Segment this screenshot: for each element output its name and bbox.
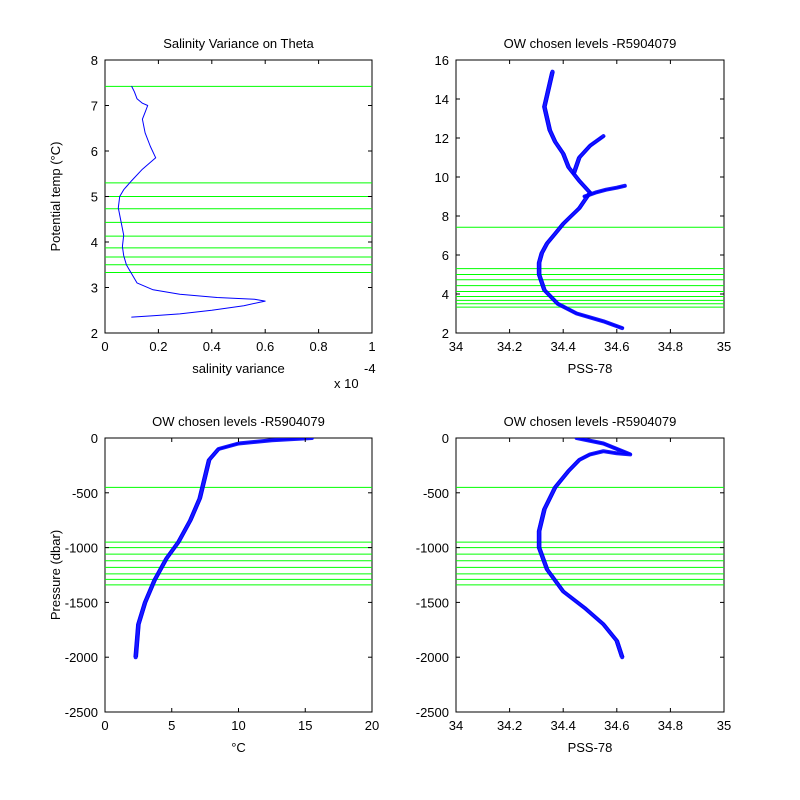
y-tick-label: -500 (72, 486, 98, 501)
plot-frame (455, 437, 725, 713)
x-exponent-label: x 10 (334, 376, 359, 391)
chart-panel-1: 0 0.2 0.4 0.6 0.8 1 2 3 4 5 6 7 8 Salinity Variance o… (48, 36, 376, 391)
chart-panel-3: 0 5 10 15 20 -2500 -2000 -1500 -1000 -500 0 OW chos… (48, 414, 379, 755)
y-axis-label: Pressure (dbar) (48, 530, 63, 620)
series-strand-1-1 (536, 192, 621, 329)
series-line-4 (571, 134, 606, 176)
y-axis-label: Potential temp (°C) (48, 142, 63, 252)
x-tick-label: 0 (101, 718, 108, 733)
series-strand-1-2 (540, 192, 625, 329)
series-strand-3-1 (582, 185, 624, 197)
y-tick-label: -2500 (65, 705, 98, 720)
x-tick-label: 0.2 (149, 339, 167, 354)
y-tick-label: -2000 (416, 650, 449, 665)
x-axis-label: salinity variance (192, 361, 285, 376)
series-group (536, 438, 633, 660)
x-axis-label: °C (231, 740, 246, 755)
y-tick-label: 7 (91, 99, 98, 114)
x-tick-label: 34.8 (658, 718, 683, 733)
x-tick-label: 35 (717, 718, 731, 733)
y-tick-label: 4 (442, 287, 449, 302)
chosen-levels (105, 486, 372, 586)
series-strand-1-2 (137, 438, 314, 658)
x-tick-label: 1 (368, 339, 375, 354)
y-tick-label: -1500 (65, 595, 98, 610)
y-tick-label: -1500 (416, 595, 449, 610)
x-tick-label: 34.8 (658, 339, 683, 354)
y-tick-label: 6 (91, 144, 98, 159)
plot-frame (104, 437, 373, 713)
y-tick-label: 12 (435, 131, 449, 146)
series-line-1 (117, 85, 266, 318)
chosen-levels (105, 85, 372, 273)
x-tick-label: 0.4 (203, 339, 221, 354)
x-tick-label: 0.6 (256, 339, 274, 354)
series-group (536, 69, 627, 331)
y-tick-label: -1000 (416, 541, 449, 556)
series-strand-4-1 (571, 135, 602, 174)
x-exponent-power: -4 (364, 361, 376, 376)
y-tick-label: 14 (435, 92, 449, 107)
y-tick-label: 5 (91, 190, 98, 205)
x-tick-label: 35 (717, 339, 731, 354)
x-tick-label: 34 (449, 339, 463, 354)
series-strand-3-2 (586, 185, 627, 197)
x-tick-label: 10 (231, 718, 245, 733)
x-axis-label: PSS-78 (568, 740, 613, 755)
y-tick-label: 10 (435, 170, 449, 185)
y-tick-label: 6 (442, 248, 449, 263)
x-tick-label: 34.2 (497, 718, 522, 733)
y-tick-label: 2 (442, 326, 449, 341)
y-tick-label: 0 (91, 431, 98, 446)
y-tick-label: 2 (91, 326, 98, 341)
y-tick-label: 4 (91, 235, 98, 250)
chart-panel-2: 34 34.2 34.4 34.6 34.8 35 2 4 6 8 10 12 14 16 OW chose… (435, 36, 732, 376)
x-tick-label: 34.6 (604, 339, 629, 354)
chart-title: OW chosen levels -R5904079 (152, 414, 325, 429)
y-tick-label: -500 (423, 486, 449, 501)
x-tick-label: 15 (298, 718, 312, 733)
x-tick-label: 34.6 (604, 718, 629, 733)
x-tick-label: 34.4 (551, 339, 576, 354)
series-group (133, 438, 314, 660)
series-strand-1-2 (540, 438, 633, 658)
y-tick-label: 0 (442, 431, 449, 446)
series-line-1 (537, 190, 625, 331)
chart-title: OW chosen levels -R5904079 (504, 414, 677, 429)
x-tick-label: 34 (449, 718, 463, 733)
chosen-levels (456, 226, 724, 308)
chart-title: OW chosen levels -R5904079 (504, 36, 677, 51)
y-tick-label: 8 (91, 53, 98, 68)
chart-panel-4: 34 34.2 34.4 34.6 34.8 35 -2500 -2000 -1500 -1000… (416, 414, 731, 755)
series-strand-4-2 (575, 135, 606, 174)
y-tick-label: -1000 (65, 541, 98, 556)
series-strand-1-1 (133, 438, 311, 658)
x-tick-label: 34.2 (497, 339, 522, 354)
x-tick-label: 20 (365, 718, 379, 733)
x-tick-label: 5 (168, 718, 175, 733)
series-group (117, 85, 266, 318)
chosen-levels (456, 486, 724, 586)
y-tick-label: 16 (435, 53, 449, 68)
x-tick-label: 34.4 (551, 718, 576, 733)
y-tick-label: 8 (442, 209, 449, 224)
series-strand-2-1 (542, 71, 589, 193)
x-tick-label: 0.8 (310, 339, 328, 354)
x-tick-label: 0 (101, 339, 108, 354)
y-tick-label: 3 (91, 281, 98, 296)
x-axis-label: PSS-78 (568, 361, 613, 376)
chart-title: Salinity Variance on Theta (163, 36, 314, 51)
y-tick-label: -2500 (416, 705, 449, 720)
y-tick-label: -2000 (65, 650, 98, 665)
